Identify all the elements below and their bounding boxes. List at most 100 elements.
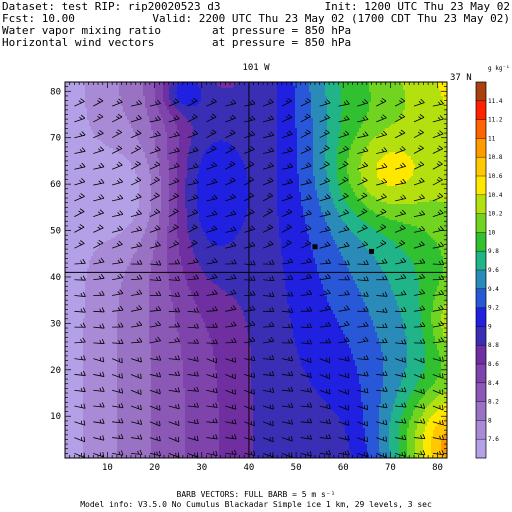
field-cell — [409, 90, 412, 93]
field-cell — [163, 108, 166, 111]
field-cell — [233, 82, 236, 85]
field-cell — [189, 96, 192, 99]
field-cell — [181, 104, 184, 107]
field-cell — [275, 84, 278, 87]
field-cell — [325, 104, 328, 107]
field-cell — [281, 108, 284, 111]
field-cell — [103, 108, 106, 111]
field-cell — [105, 82, 108, 85]
field-cell — [333, 96, 336, 99]
field-cell — [313, 88, 316, 91]
field-cell — [221, 108, 224, 111]
field-cell — [169, 90, 172, 93]
field-cell — [205, 108, 208, 111]
field-cell — [329, 96, 332, 99]
field-cell — [315, 94, 318, 97]
field-cell — [219, 84, 222, 87]
field-cell — [441, 84, 444, 87]
field-cell — [419, 104, 422, 107]
field-cell — [297, 98, 300, 101]
field-cell — [79, 108, 82, 111]
field-cell — [199, 92, 202, 95]
field-cell — [83, 86, 86, 89]
field-cell — [111, 104, 114, 107]
field-cell — [67, 84, 70, 87]
field-cell — [129, 100, 132, 103]
field-cell — [77, 100, 80, 103]
field-cell — [249, 82, 252, 85]
field-cell — [385, 106, 388, 109]
field-cell — [217, 82, 220, 85]
field-cell — [343, 90, 346, 93]
field-cell — [245, 94, 248, 97]
field-cell — [215, 84, 218, 87]
field-cell — [429, 82, 432, 85]
field-cell — [165, 88, 168, 91]
field-cell — [417, 82, 420, 85]
field-cell — [311, 108, 314, 111]
field-cell — [237, 92, 240, 95]
field-cell — [339, 104, 342, 107]
field-cell — [443, 98, 446, 101]
field-cell — [81, 96, 84, 99]
field-cell — [173, 98, 176, 101]
field-cell — [341, 94, 344, 97]
field-cell — [129, 102, 132, 105]
field-cell — [149, 88, 152, 91]
field-cell — [193, 96, 196, 99]
field-cell — [235, 92, 238, 95]
field-cell — [125, 98, 128, 101]
field-cell — [231, 100, 234, 103]
field-cell — [111, 94, 114, 97]
field-cell — [271, 96, 274, 99]
field-cell — [149, 108, 152, 111]
field-cell — [209, 82, 212, 85]
field-cell — [393, 98, 396, 101]
field-cell — [427, 106, 430, 109]
field-cell — [305, 88, 308, 91]
field-cell — [157, 92, 160, 95]
field-cell — [369, 98, 372, 101]
field-cell — [157, 86, 160, 89]
field-cell — [429, 90, 432, 93]
field-cell — [405, 82, 408, 85]
field-cell — [103, 102, 106, 105]
field-cell — [383, 88, 386, 91]
field-cell — [209, 104, 212, 107]
field-cell — [97, 98, 100, 101]
field-cell — [123, 90, 126, 93]
field-cell — [85, 106, 88, 109]
field-cell — [369, 88, 372, 91]
field-cell — [121, 84, 124, 87]
field-cell — [437, 84, 440, 87]
field-cell — [241, 102, 244, 105]
field-cell — [385, 82, 388, 85]
field-cell — [167, 108, 170, 111]
field-cell — [315, 98, 318, 101]
field-cell — [141, 104, 144, 107]
field-cell — [169, 92, 172, 95]
field-cell — [383, 98, 386, 101]
field-cell — [427, 98, 430, 101]
field-cell — [417, 90, 420, 93]
field-cell — [151, 94, 154, 97]
field-cell — [85, 100, 88, 103]
field-cell — [137, 88, 140, 91]
field-cell — [171, 84, 174, 87]
field-cell — [297, 90, 300, 93]
field-cell — [245, 82, 248, 85]
field-cell — [281, 90, 284, 93]
field-cell — [97, 106, 100, 109]
field-cell — [393, 100, 396, 103]
field-cell — [261, 90, 264, 93]
field-cell — [209, 98, 212, 101]
field-cell — [133, 90, 136, 93]
field-cell — [399, 104, 402, 107]
field-cell — [287, 84, 290, 87]
field-cell — [183, 106, 186, 109]
field-cell — [379, 100, 382, 103]
field-cell — [117, 106, 120, 109]
field-cell — [273, 102, 276, 105]
field-cell — [345, 84, 348, 87]
field-cell — [255, 104, 258, 107]
